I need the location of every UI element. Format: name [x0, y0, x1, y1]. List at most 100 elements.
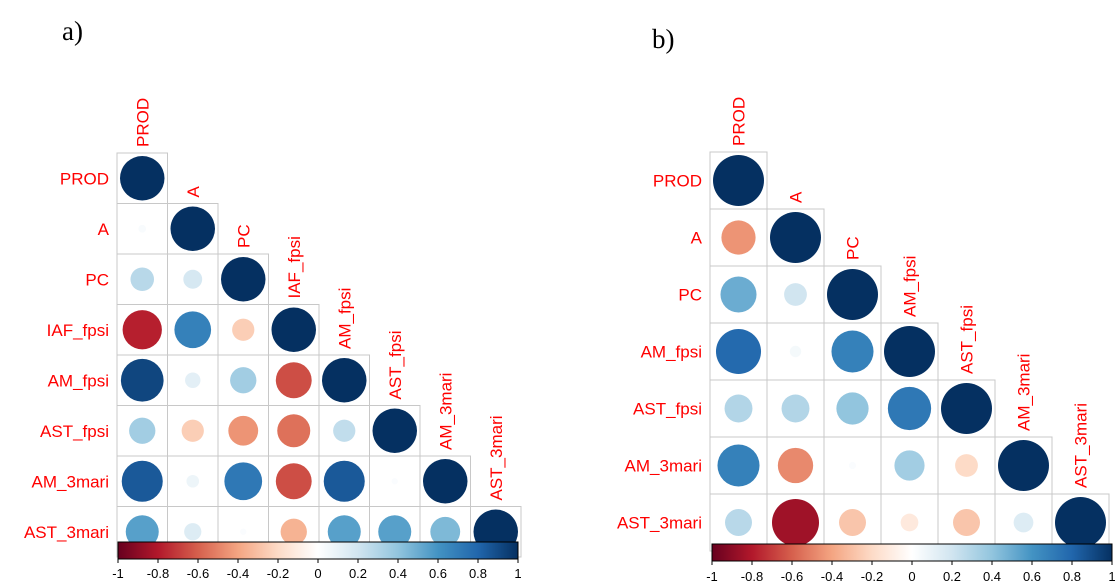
row-label-AM_fpsi: AM_fpsi: [641, 343, 702, 362]
colorbar-tick-label: 1: [1108, 569, 1115, 584]
corr-circle-AM_fpsi-A: [789, 345, 802, 358]
colorbar-tick-label: 0.2: [943, 569, 961, 584]
panel-b: b) PROD A PC AM_fpsi AST_fpsi AM_3mari AST_3ma…: [617, 24, 1116, 584]
corr-circle-IAF_fpsi-PC: [232, 318, 255, 341]
corr-circle-AST_3mari-AM_fpsi: [327, 515, 361, 549]
row-label-AST_fpsi: AST_fpsi: [633, 400, 702, 419]
corr-circle-AST_3mari-AST_fpsi: [378, 515, 412, 549]
colorbar-tick-label: 0.6: [429, 566, 447, 581]
corr-circle-AM_fpsi-PC: [831, 330, 874, 373]
corr-circle-IAF_fpsi-A: [174, 311, 212, 349]
row-label-AM_3mari: AM_3mari: [32, 472, 109, 491]
corr-circle-AM_3mari-AM_3mari: [423, 459, 468, 504]
corr-circle-AM_3mari-IAF_fpsi: [275, 463, 312, 500]
corr-circle-AM_fpsi-A: [185, 372, 201, 388]
corr-circle-PC-PROD: [130, 267, 155, 292]
corr-circle-AM_fpsi-PROD: [715, 328, 762, 375]
corr-circle-PC-PC: [827, 269, 878, 320]
corr-circle-AST_3mari-AM_fpsi: [900, 513, 919, 532]
corr-circle-AST_3mari-A: [184, 523, 202, 541]
colorbar-tick-label: 1: [514, 566, 521, 581]
panel-b-matrix: PROD A PC AM_fpsi AST_fpsi AM_3mari AST_3mari P…: [617, 97, 1116, 584]
colorbar-tick-label: -1: [112, 566, 124, 581]
corr-circle-AM_fpsi-IAF_fpsi: [275, 362, 312, 399]
row-label-AM_fpsi: AM_fpsi: [48, 371, 109, 390]
colorbar-tick-label: -0.4: [227, 566, 249, 581]
corr-circle-AM_3mari-A: [186, 474, 200, 488]
corr-circle-AM_fpsi-PROD: [120, 358, 164, 402]
corr-circle-A-A: [170, 206, 215, 251]
corr-circle-AST_fpsi-A: [181, 419, 204, 442]
corr-circle-AST_fpsi-AST_fpsi: [941, 383, 992, 434]
col-label-AM_3mari: AM_3mari: [436, 373, 455, 450]
colorbar-tick-label: -0.8: [147, 566, 169, 581]
panel-label-a: a): [62, 16, 83, 46]
corr-circle-AST_3mari-AST_3mari: [1055, 497, 1106, 548]
corr-circle-AST_3mari-AM_3mari: [430, 516, 461, 547]
col-label-AST_fpsi: AST_fpsi: [386, 331, 405, 400]
row-label-AST_3mari: AST_3mari: [617, 514, 702, 533]
corr-circle-AST_3mari-PROD: [725, 509, 752, 536]
colorbar-tick-label: -0.2: [267, 566, 289, 581]
corr-circle-AST_3mari-PC: [839, 509, 866, 536]
corr-circle-AST_fpsi-AM_fpsi: [333, 419, 356, 442]
colorbar-tick-label: 0.4: [983, 569, 1001, 584]
row-label-AM_3mari: AM_3mari: [625, 457, 702, 476]
col-label-IAF_fpsi: IAF_fpsi: [285, 236, 304, 298]
colorbar-tick-label: -0.2: [861, 569, 883, 584]
col-label-A: A: [184, 186, 203, 198]
row-label-AST_fpsi: AST_fpsi: [40, 422, 109, 441]
col-label-AM_fpsi: AM_fpsi: [901, 256, 920, 317]
panel-label-b: b): [652, 24, 675, 54]
colorbar-tick-label: 0.2: [349, 566, 367, 581]
corr-circle-AST_fpsi-PROD: [724, 394, 753, 423]
corr-circle-AST_fpsi-PROD: [129, 417, 156, 444]
col-label-A: A: [787, 191, 806, 203]
colorbar-tick-label: -1: [706, 569, 718, 584]
corr-circle-A-A: [770, 212, 821, 263]
row-label-A: A: [98, 220, 110, 239]
col-label-AST_fpsi: AST_fpsi: [958, 305, 977, 374]
corr-circle-AST_3mari-A: [771, 498, 820, 547]
corr-circle-PC-PROD: [720, 276, 757, 313]
corr-circle-AST_3mari-IAF_fpsi: [280, 518, 307, 545]
corr-circle-PC-PC: [221, 257, 266, 302]
corr-circle-AM_3mari-PROD: [121, 460, 163, 502]
colorbar: [711, 543, 1113, 562]
corr-circle-AM_fpsi-AM_fpsi: [884, 326, 935, 377]
colorbar-tick-label: 0.4: [389, 566, 407, 581]
corr-circle-AST_fpsi-IAF_fpsi: [277, 414, 311, 448]
col-label-PC: PC: [234, 224, 253, 248]
corr-circle-AM_3mari-A: [777, 447, 814, 484]
corr-circle-AST_fpsi-A: [781, 394, 810, 423]
corr-circle-PC-A: [183, 269, 203, 289]
row-label-AST_3mari: AST_3mari: [24, 523, 109, 542]
corr-circle-AM_fpsi-PC: [230, 367, 257, 394]
colorbar-tick-label: -0.6: [781, 569, 803, 584]
corr-circle-AST_3mari-PC: [240, 528, 247, 535]
corr-circle-AM_3mari-AM_fpsi: [894, 450, 925, 481]
corr-circle-AM_3mari-PC: [224, 462, 263, 501]
corr-circle-AST_fpsi-AM_fpsi: [887, 386, 932, 431]
corr-circle-PROD-PROD: [713, 155, 764, 206]
corr-circle-AST_3mari-AM_3mari: [1013, 512, 1034, 533]
row-label-A: A: [691, 229, 703, 248]
corr-circle-AM_fpsi-AM_fpsi: [322, 358, 367, 403]
corr-circle-AST_3mari-AST_fpsi: [953, 509, 980, 536]
corr-circle-AM_3mari-AM_fpsi: [323, 460, 365, 502]
col-label-PROD: PROD: [730, 97, 749, 146]
row-label-PC: PC: [678, 286, 702, 305]
colorbar-tick-label: -0.4: [821, 569, 843, 584]
col-label-PROD: PROD: [133, 98, 152, 147]
corr-circle-AST_fpsi-AST_fpsi: [372, 408, 417, 453]
corr-circle-A-PROD: [138, 224, 147, 233]
corr-circle-A-PROD: [721, 220, 756, 255]
col-label-AST_3mari: AST_3mari: [1072, 403, 1091, 488]
row-label-PC: PC: [85, 270, 109, 289]
colorbar-tick-label: 0.6: [1023, 569, 1041, 584]
corr-circle-AM_3mari-PC: [848, 461, 857, 470]
col-label-AM_3mari: AM_3mari: [1015, 354, 1034, 431]
panel-a: a) PROD A PC IAF_fpsi AM_fpsi AST_fpsi AM_3mar…: [24, 16, 522, 581]
colorbar-tick-label: 0: [314, 566, 321, 581]
